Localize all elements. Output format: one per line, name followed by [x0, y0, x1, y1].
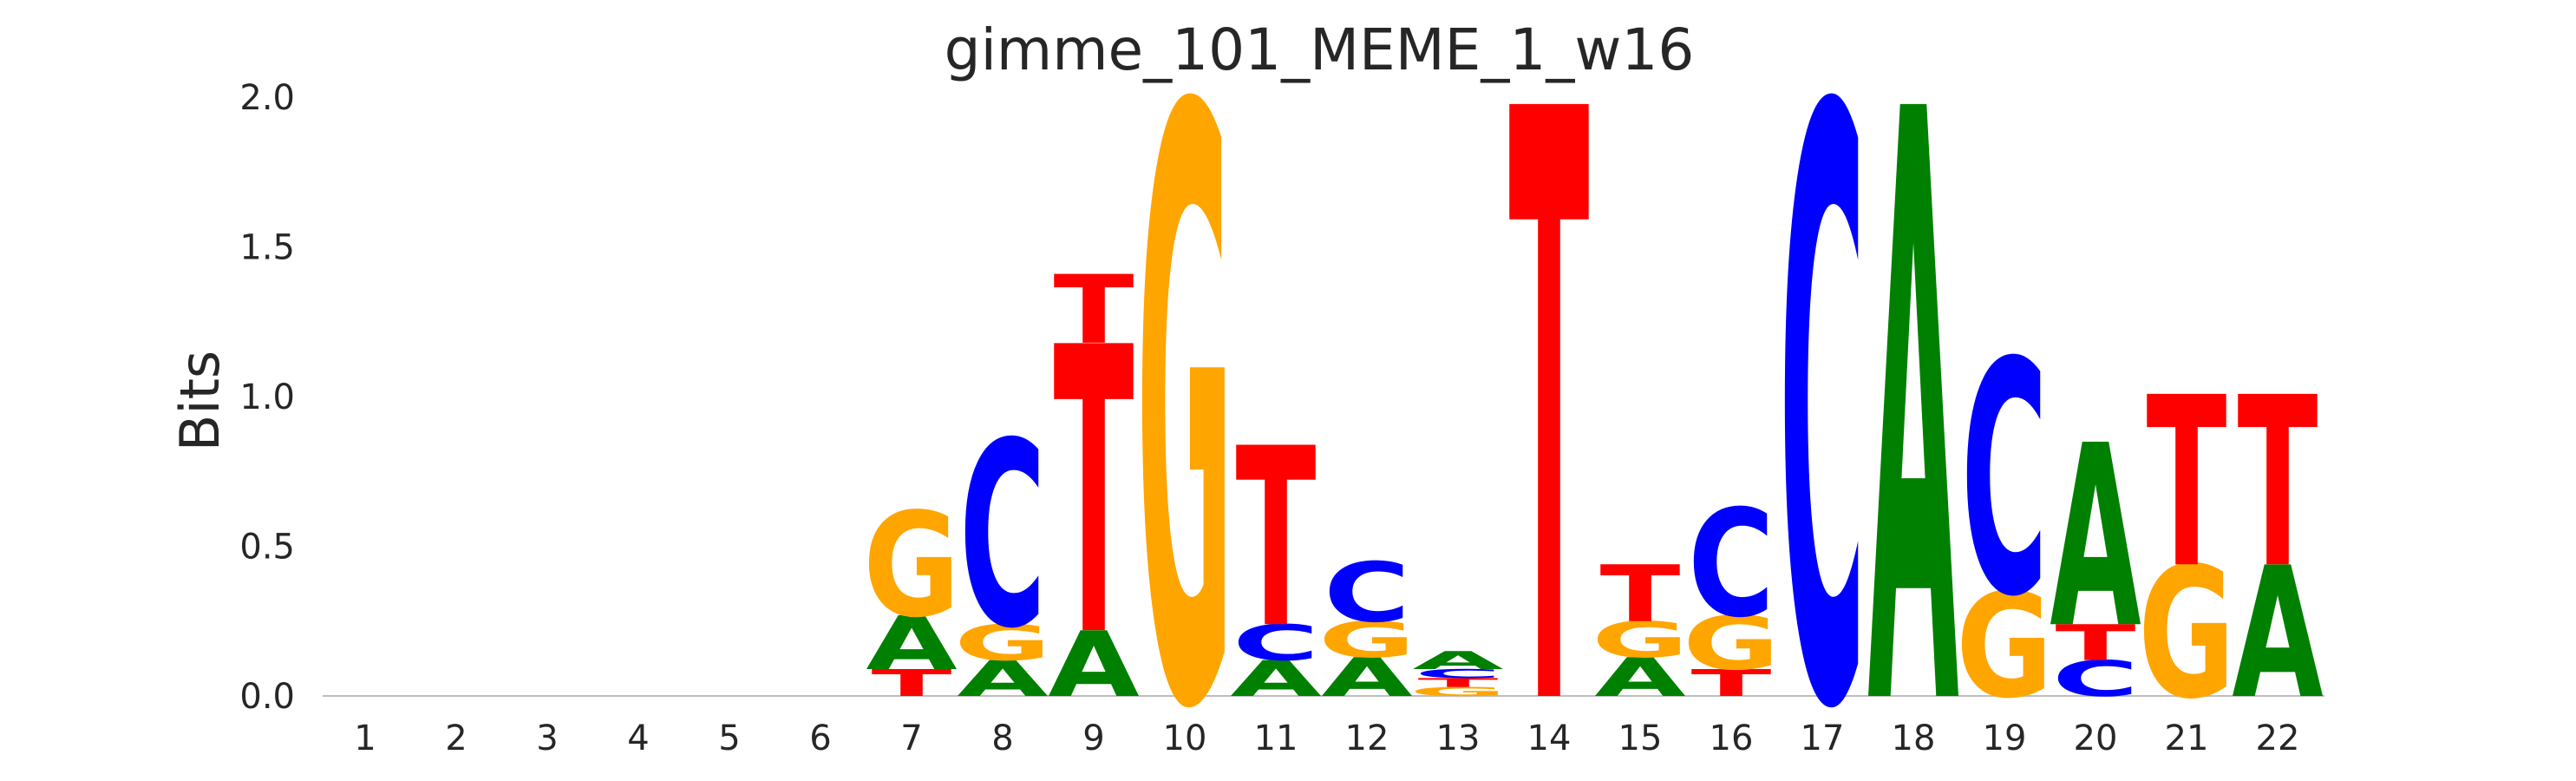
- logo-letter-g: G: [863, 482, 960, 649]
- x-tick-label: 22: [2256, 719, 2300, 758]
- x-tick-label: 9: [1082, 719, 1104, 758]
- logo-letter-c: C: [1415, 666, 1501, 681]
- x-tick-label: 10: [1163, 719, 1207, 758]
- x-tick-label: 18: [1892, 719, 1936, 758]
- x-tick-label: 16: [1710, 719, 1754, 758]
- x-tick-label: 4: [627, 719, 649, 758]
- x-tick-label: 1: [354, 719, 376, 758]
- logo-letter-t: T: [1054, 265, 1135, 723]
- y-axis-ticks: 0.0 0.5 1.0 1.5 2.0: [239, 78, 295, 717]
- logo-letter-g: G: [1136, 0, 1233, 781]
- logo-letter-g: G: [1409, 685, 1507, 699]
- x-tick-label: 3: [536, 719, 558, 758]
- logo-letter-a: A: [2050, 393, 2141, 684]
- x-tick-label: 2: [445, 719, 467, 758]
- logo-letter-t: T: [2238, 349, 2318, 620]
- x-tick-label: 19: [1983, 719, 2027, 758]
- logo-letter-a: A: [2232, 529, 2323, 738]
- logo-letter-g: G: [1592, 611, 1689, 668]
- x-tick-label: 21: [2165, 719, 2209, 758]
- logo-letter-a: A: [1594, 646, 1686, 709]
- logo-letter-a: A: [1867, 0, 1959, 781]
- logo-letter-a: A: [957, 650, 1049, 707]
- y-tick-label: 2.0: [239, 78, 295, 118]
- logo-letter-g: G: [1318, 611, 1415, 668]
- y-tick-label: 1.5: [239, 228, 295, 268]
- logo-letter-t: T: [1236, 397, 1317, 683]
- y-tick-label: 1.0: [239, 377, 295, 417]
- logo-letter-g: G: [1683, 601, 1780, 686]
- x-tick-label: 20: [2074, 719, 2118, 758]
- logo-letter-g: G: [954, 614, 1051, 672]
- logo-letter-t: T: [2147, 349, 2227, 620]
- logo-letter-t: T: [872, 661, 952, 705]
- logo-letter-c: C: [1324, 545, 1410, 641]
- y-axis-label: Bits: [168, 351, 232, 451]
- logo-letter-t: T: [1691, 661, 1772, 705]
- y-tick-label: 0.0: [239, 677, 295, 717]
- x-tick-label: 6: [809, 719, 831, 758]
- logo-letter-c: C: [1232, 614, 1319, 672]
- logo-letter-t: T: [2056, 614, 2136, 672]
- logo-letter-c: C: [1779, 0, 1866, 781]
- x-tick-label: 12: [1345, 719, 1389, 758]
- logo-letter-t: T: [1600, 549, 1681, 640]
- logo-letter-t: T: [1054, 256, 1134, 365]
- logo-letter-a: A: [1412, 646, 1503, 675]
- x-tick-label: 13: [1436, 719, 1481, 758]
- x-tick-label: 14: [1527, 719, 1572, 758]
- x-tick-label: 15: [1618, 719, 1663, 758]
- x-tick-label: 8: [991, 719, 1013, 758]
- y-tick-label: 0.5: [239, 528, 295, 568]
- logo-letter-t: T: [1509, 0, 1591, 781]
- chart-title: gimme_101_MEME_1_w16: [945, 16, 1695, 83]
- x-tick-label: 17: [1801, 719, 1845, 758]
- logo-letter-a: A: [1321, 646, 1413, 709]
- logo-letter-c: C: [1688, 479, 1775, 651]
- logo-letter-c: C: [2052, 650, 2139, 707]
- x-tick-label: 11: [1254, 719, 1298, 758]
- x-tick-label: 5: [718, 719, 740, 758]
- logo-letter-a: A: [1048, 613, 1140, 718]
- x-tick-label: 7: [900, 719, 922, 758]
- logo-letter-c: C: [1961, 294, 2048, 667]
- logo-letter-g: G: [1956, 562, 2053, 730]
- logo-letter-a: A: [1230, 650, 1322, 707]
- logo-letter-t: T: [1418, 675, 1499, 690]
- logo-letter-g: G: [2138, 529, 2235, 738]
- logo-letter-c: C: [959, 388, 1046, 684]
- x-axis-ticks: 1 2 3 4 5 6 7 8 9 10 11 12 13 14 15 16 17 18 19 20 21 22: [354, 719, 2299, 758]
- logo-letter-a: A: [866, 601, 958, 686]
